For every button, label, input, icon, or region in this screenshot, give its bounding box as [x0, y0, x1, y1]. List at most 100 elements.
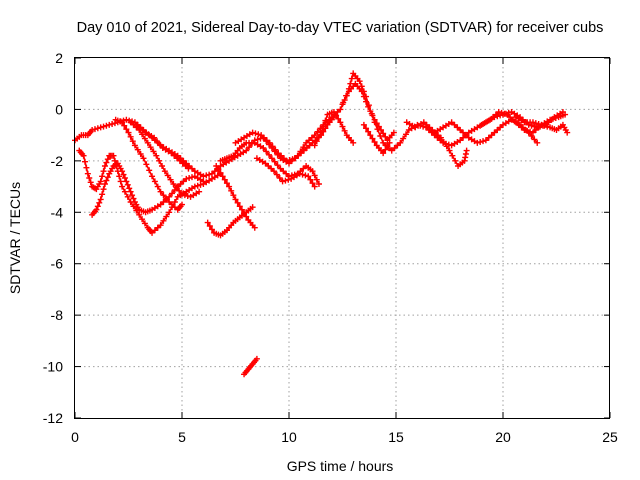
data-point-marker — [283, 157, 290, 164]
data-point-marker — [104, 174, 111, 181]
x-tick-label: 15 — [388, 429, 404, 445]
data-point-marker — [213, 163, 220, 169]
data-point-marker — [161, 168, 168, 175]
data-point-marker — [266, 151, 273, 158]
data-point-marker — [272, 146, 279, 153]
y-tick-label: 2 — [55, 50, 63, 66]
data-point-marker — [373, 120, 380, 127]
data-series-track-9 — [217, 139, 322, 187]
data-series-track-14 — [360, 121, 393, 157]
data-point-marker — [282, 177, 289, 184]
data-point-marker — [150, 148, 157, 155]
axis-ticks — [74, 57, 611, 419]
data-point-marker — [528, 122, 535, 129]
data-point-marker — [94, 203, 101, 210]
data-point-marker — [363, 125, 370, 132]
data-point-marker — [100, 186, 107, 193]
data-point-marker — [80, 152, 87, 159]
series-line — [130, 121, 200, 198]
data-point-marker — [134, 146, 141, 153]
data-point-marker — [268, 155, 275, 162]
data-point-marker — [203, 172, 210, 179]
data-point-marker — [137, 151, 144, 157]
data-point-marker — [121, 175, 128, 181]
data-point-marker — [307, 176, 314, 183]
data-series-track-8 — [213, 163, 258, 231]
data-point-marker — [243, 147, 250, 154]
data-point-marker — [341, 97, 348, 103]
data-point-marker — [160, 192, 167, 199]
data-point-marker — [309, 168, 316, 175]
series-line — [115, 118, 183, 211]
data-point-marker — [159, 163, 166, 169]
x-tick-label: 20 — [495, 429, 511, 445]
data-point-marker — [147, 144, 154, 151]
data-point-marker — [534, 139, 541, 146]
data-point-marker — [186, 175, 193, 181]
data-series-track-5 — [127, 119, 203, 200]
chart-title: Day 010 of 2021, Sidereal Day-to-day VTE… — [77, 20, 604, 36]
data-point-marker — [531, 136, 538, 143]
data-point-marker — [350, 139, 357, 146]
data-point-marker — [121, 122, 128, 129]
data-point-marker — [335, 115, 342, 122]
data-point-marker — [99, 173, 106, 180]
data-point-marker — [302, 172, 309, 179]
data-point-marker — [480, 138, 487, 145]
data-point-marker — [397, 139, 404, 146]
data-point-marker — [541, 122, 548, 129]
data-point-marker — [378, 127, 385, 133]
data-point-marker — [367, 108, 374, 115]
data-point-marker — [176, 187, 183, 194]
data-point-marker — [157, 188, 164, 195]
data-point-marker — [286, 157, 293, 163]
data-point-marker — [89, 127, 96, 133]
data-point-marker — [154, 138, 161, 145]
data-point-marker — [194, 182, 201, 189]
data-point-marker — [337, 106, 344, 113]
data-point-marker — [531, 123, 538, 130]
data-point-marker — [230, 192, 237, 199]
data-point-marker — [96, 199, 103, 206]
data-series-track-19 — [241, 355, 260, 378]
data-point-marker — [131, 142, 138, 149]
y-tick-label: -10 — [43, 359, 63, 375]
data-point-marker — [140, 155, 147, 162]
data-point-marker — [254, 136, 261, 143]
data-point-marker — [166, 209, 173, 216]
data-point-marker — [495, 109, 502, 115]
data-point-marker — [535, 121, 542, 127]
data-point-marker — [461, 157, 468, 164]
data-point-marker — [99, 191, 106, 198]
data-point-marker — [200, 178, 207, 185]
data-point-marker — [311, 142, 318, 149]
data-point-marker — [124, 193, 131, 200]
data-point-marker — [313, 176, 320, 183]
data-series-track-10 — [232, 114, 337, 164]
data-point-marker — [185, 165, 192, 172]
data-point-marker — [271, 158, 278, 165]
data-point-marker — [289, 156, 296, 163]
data-point-marker — [179, 191, 185, 198]
data-point-marker — [501, 110, 508, 117]
data-point-marker — [221, 176, 228, 183]
x-tick-label: 25 — [602, 429, 618, 445]
data-point-marker — [87, 179, 94, 186]
data-point-marker — [123, 178, 130, 185]
data-point-marker — [279, 178, 286, 185]
data-point-marker — [123, 126, 130, 133]
data-point-marker — [170, 181, 177, 187]
data-point-marker — [241, 210, 248, 217]
data-point-marker — [154, 183, 161, 190]
data-point-marker — [311, 132, 318, 139]
x-tick-label: 10 — [281, 429, 297, 445]
data-point-marker — [400, 135, 407, 142]
data-point-marker — [375, 123, 382, 130]
data-point-marker — [300, 144, 307, 151]
data-point-marker — [257, 135, 264, 142]
data-point-marker — [311, 183, 318, 190]
data-point-marker — [311, 172, 318, 179]
y-tick-label: -8 — [51, 307, 64, 323]
data-point-marker — [369, 112, 376, 119]
